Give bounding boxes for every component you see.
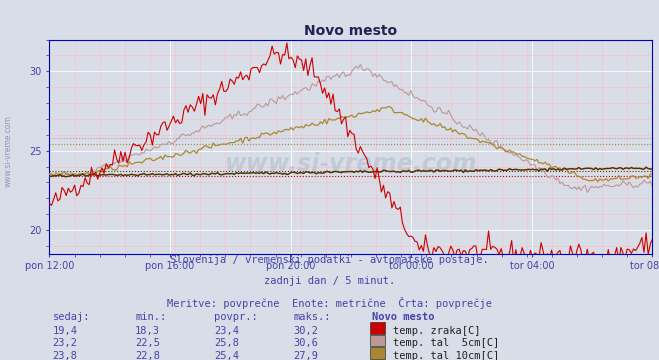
Text: temp. tal 10cm[C]: temp. tal 10cm[C] (393, 351, 500, 360)
Text: 30,2: 30,2 (293, 325, 318, 336)
Text: 19,4: 19,4 (53, 325, 78, 336)
Title: Novo mesto: Novo mesto (304, 24, 397, 39)
Text: www.si-vreme.com: www.si-vreme.com (225, 152, 477, 176)
Text: temp. zraka[C]: temp. zraka[C] (393, 325, 481, 336)
Text: Meritve: povprečne  Enote: metrične  Črta: povprečje: Meritve: povprečne Enote: metrične Črta:… (167, 297, 492, 309)
Text: 23,2: 23,2 (53, 338, 78, 348)
Text: 25,8: 25,8 (214, 338, 239, 348)
Text: Novo mesto: Novo mesto (372, 312, 435, 322)
Text: 25,4: 25,4 (214, 351, 239, 360)
Text: www.si-vreme.com: www.si-vreme.com (3, 115, 13, 187)
Text: 23,8: 23,8 (53, 351, 78, 360)
Text: Slovenija / vremenski podatki - avtomatske postaje.: Slovenija / vremenski podatki - avtomats… (170, 255, 489, 265)
Bar (370, 347, 385, 359)
Text: povpr.:: povpr.: (214, 312, 258, 322)
Text: min.:: min.: (135, 312, 166, 322)
Text: zadnji dan / 5 minut.: zadnji dan / 5 minut. (264, 276, 395, 286)
Text: 23,4: 23,4 (214, 325, 239, 336)
Text: 22,8: 22,8 (135, 351, 160, 360)
Text: temp. tal  5cm[C]: temp. tal 5cm[C] (393, 338, 500, 348)
Text: sedaj:: sedaj: (53, 312, 90, 322)
Text: 18,3: 18,3 (135, 325, 160, 336)
Text: 30,6: 30,6 (293, 338, 318, 348)
Text: 22,5: 22,5 (135, 338, 160, 348)
Bar (370, 335, 385, 346)
Text: maks.:: maks.: (293, 312, 331, 322)
Text: 27,9: 27,9 (293, 351, 318, 360)
Bar (370, 322, 385, 334)
